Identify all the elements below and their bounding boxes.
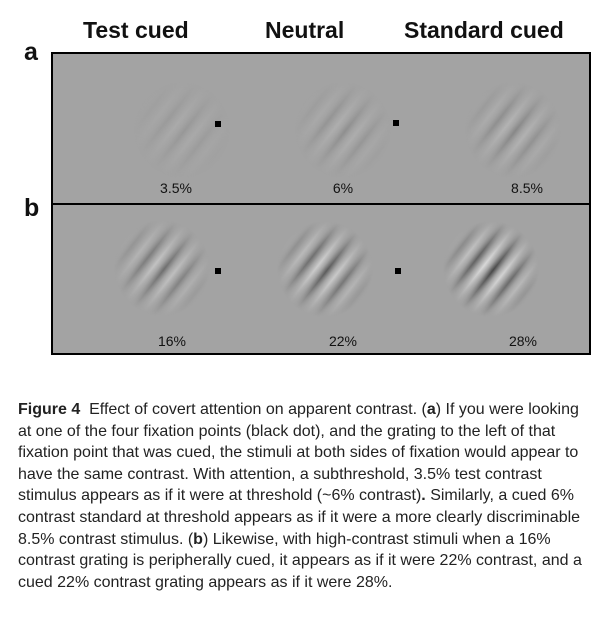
column-header-test-cued: Test cued bbox=[83, 17, 189, 43]
contrast-label: 16% bbox=[157, 333, 187, 349]
figure-caption: Figure 4 Effect of covert attention on a… bbox=[18, 399, 593, 593]
grating-patch bbox=[465, 82, 561, 178]
figure-label: Figure 4 bbox=[18, 401, 81, 418]
contrast-label: 22% bbox=[328, 333, 358, 349]
contrast-label: 28% bbox=[508, 333, 538, 349]
panel-b-letter: b bbox=[24, 194, 40, 222]
fixation-dot bbox=[395, 268, 401, 274]
panel-a: 3.5% 6% 8.5% bbox=[51, 52, 591, 205]
caption-text: Similarly, a cued 6% contrast standard a… bbox=[18, 487, 581, 548]
contrast-label: 3.5% bbox=[160, 180, 192, 196]
grating-patch bbox=[295, 82, 391, 178]
grating-patch bbox=[443, 221, 539, 317]
panel-a-letter: a bbox=[24, 38, 38, 66]
fixation-dot bbox=[393, 120, 399, 126]
caption-text: ) If you were looking at one of the four… bbox=[18, 401, 579, 505]
caption-text: Effect of covert attention on apparent c… bbox=[89, 401, 427, 418]
panel-b: 16% 22% 28% bbox=[51, 203, 591, 355]
panel-ref-b: b bbox=[193, 530, 203, 548]
grating-patch bbox=[114, 220, 210, 316]
fixation-dot bbox=[215, 268, 221, 274]
panel-ref-a: a bbox=[426, 401, 436, 418]
contrast-label: 6% bbox=[332, 180, 354, 196]
fixation-dot bbox=[215, 121, 221, 127]
contrast-label: 8.5% bbox=[511, 180, 543, 196]
column-header-standard-cued: Standard cued bbox=[404, 17, 564, 43]
grating-patch bbox=[277, 221, 373, 317]
column-header-neutral: Neutral bbox=[265, 17, 345, 43]
grating-patch bbox=[134, 82, 230, 178]
caption-text: ) Likewise, with high-contrast stimuli w… bbox=[18, 530, 582, 591]
caption-text: . bbox=[421, 487, 426, 505]
